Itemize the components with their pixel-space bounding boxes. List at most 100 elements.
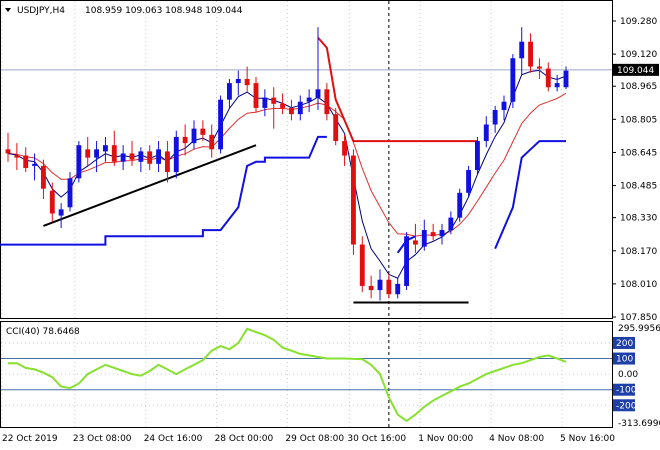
cci-line: [8, 327, 567, 423]
price-tick-label: 108.485: [620, 182, 657, 192]
candle-body: [510, 58, 516, 102]
candle-body: [182, 136, 188, 144]
x-tick-label: 4 Nov 08:00: [489, 434, 544, 444]
candle-body: [129, 153, 135, 160]
overlays: [0, 36, 567, 304]
candle-body: [67, 178, 73, 208]
x-axis: 22 Oct 2019 23 Oct 08:00 24 Oct 16:00 28 Oc…: [2, 434, 615, 444]
price-tick-label: 108.965: [620, 82, 657, 92]
candle-body: [528, 41, 534, 67]
candle-body: [218, 99, 224, 150]
cci-tick-label: 0.00: [618, 370, 638, 380]
price-tick-label: 108.010: [620, 280, 657, 290]
support-trailing-line: [494, 140, 566, 250]
cci-level-badge-label: 100: [616, 355, 633, 365]
chart-header: USDJPY,H4 108.959 109.063 108.948 109.04…: [5, 6, 243, 16]
candle-body: [457, 192, 463, 218]
candle-body: [368, 285, 374, 291]
candle-body: [280, 103, 286, 108]
symbol-label: USDJPY,H4: [17, 6, 65, 16]
candle-body: [554, 83, 560, 88]
cci-panel-frame: [0, 321, 613, 428]
cci-title: CCI(40) 78.6468: [6, 327, 80, 337]
resistance-trailing-line: [317, 36, 478, 143]
candle-body: [200, 128, 206, 135]
candle-body: [191, 128, 197, 144]
candle-body: [147, 151, 153, 164]
candle-body: [466, 170, 472, 193]
candle-body: [474, 141, 480, 171]
price-tick-label: 108.170: [620, 247, 657, 257]
candle-body: [14, 155, 20, 158]
candle-body: [501, 101, 507, 111]
x-tick-label: 22 Oct 2019: [2, 434, 58, 444]
price-panel-frame: [0, 0, 613, 319]
cci-level-badge: [613, 399, 635, 412]
current-price-tag: [613, 63, 659, 76]
candle-body: [492, 110, 498, 125]
candle-body: [173, 136, 179, 173]
candle-body: [40, 165, 46, 189]
candle-body: [483, 124, 489, 142]
x-tick-label: 24 Oct 16:00: [144, 434, 203, 444]
cci-line-group: [8, 327, 567, 423]
candle-body: [306, 97, 312, 102]
price-tick-label: 109.280: [620, 17, 657, 27]
x-tick-label: 30 Oct 16:00: [347, 434, 406, 444]
candle-body: [288, 107, 294, 115]
candle-body: [253, 83, 259, 108]
y-axis: 109.280 109.120 108.965 108.805 108.645 108.4…: [612, 17, 660, 429]
cci-level-badge-label: -100: [616, 386, 637, 396]
candles: [5, 27, 569, 301]
candle-body: [5, 149, 11, 154]
cci-level-badge: [613, 336, 635, 349]
candle-body: [102, 145, 108, 152]
cci-level-badge-label: 200: [616, 339, 633, 349]
price-tick-label: 108.645: [620, 148, 657, 158]
price-tick-label: 109.120: [620, 50, 657, 60]
candle-body: [49, 190, 55, 214]
candle-body: [164, 151, 170, 173]
candle-body: [342, 141, 348, 156]
current-price-tag-label: 109.044: [617, 66, 654, 76]
candle-body: [156, 149, 162, 164]
candle-body: [138, 151, 144, 162]
candle-body: [386, 279, 392, 295]
candle-body: [32, 163, 38, 166]
candle-body: [262, 97, 268, 108]
x-tick-label: 23 Oct 08:00: [73, 434, 132, 444]
candle-body: [235, 78, 241, 84]
grid: [1, 1, 612, 427]
price-tick-label: 108.805: [620, 115, 657, 125]
triangle-down-icon[interactable]: [5, 8, 11, 12]
candle-body: [448, 217, 454, 231]
trend-line: [43, 144, 257, 227]
cci-tick-label: 295.9956: [618, 324, 660, 334]
candle-body: [545, 68, 551, 88]
candle-body: [536, 66, 542, 69]
candle-body: [120, 153, 126, 162]
candle-body: [226, 83, 232, 100]
candle-body: [395, 283, 401, 295]
candle-body: [359, 244, 365, 286]
cci-level-badge: [613, 383, 635, 396]
ma-slow-line: [7, 92, 567, 237]
candle-body: [333, 114, 339, 142]
candle-body: [85, 149, 91, 158]
cci-level-badge-label: -200: [616, 401, 637, 411]
ohlc-label: 108.959 109.063 108.948 109.044: [85, 6, 243, 16]
candle-body: [430, 232, 436, 237]
candle-body: [23, 155, 29, 168]
candle-body: [111, 145, 117, 162]
ma-fast-line: [7, 69, 567, 279]
cci-header: CCI(40) 78.6468: [6, 327, 80, 337]
price-tick-label: 108.330: [620, 214, 657, 224]
x-tick-label: 29 Oct 08:00: [285, 434, 344, 444]
candle-body: [377, 279, 383, 291]
x-tick-label: 1 Nov 00:00: [418, 434, 473, 444]
cci-level-badge: [613, 352, 635, 365]
candle-body: [76, 145, 82, 179]
x-tick-label: 5 Nov 16:00: [560, 434, 615, 444]
candle-body: [244, 78, 250, 86]
